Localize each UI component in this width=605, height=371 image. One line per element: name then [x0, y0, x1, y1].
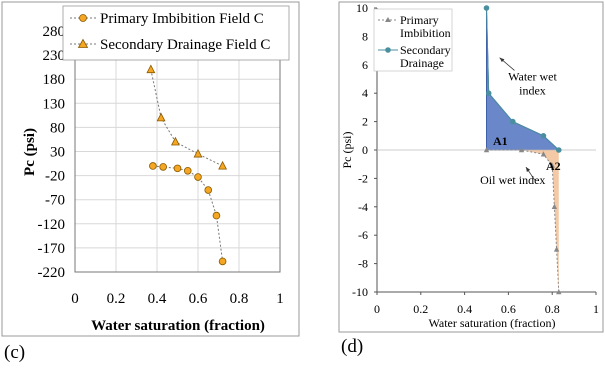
- chart-d-annotation-0-arrowhead: [499, 57, 505, 63]
- chart-c-y-tick-label: 130: [43, 96, 66, 112]
- chart-c-series-1-point: [146, 64, 156, 74]
- chart-c-y-tick-label: -20: [45, 169, 65, 185]
- chart-c-x-tick-label: 0.4: [148, 291, 167, 307]
- chart-d-x-ticks: 0 0.2 0.4 0.6 0.8 1: [374, 292, 599, 316]
- chart-c-y-tick-label: -120: [38, 217, 66, 233]
- chart-d-y-tick-label: -2: [358, 171, 368, 185]
- chart-c-series-0-point: [159, 163, 167, 171]
- legend-d-secondary-marker: [385, 47, 391, 53]
- chart-d-series-1-point: [540, 133, 547, 139]
- chart-c-series-1-point: [218, 160, 228, 170]
- chart-c-y-tick-label: 280: [43, 24, 66, 40]
- chart-c-y-tick-label: -70: [45, 193, 65, 209]
- chart-c-series-1-point: [171, 136, 180, 146]
- legend-c-primary-label: Primary Imbibition Field C: [100, 11, 264, 27]
- chart-d-series-1-point: [485, 90, 492, 96]
- chart-d-legend: Primary Imbibition Secondary Drainage: [373, 8, 453, 72]
- chart-d-y-tick-label: -6: [358, 228, 368, 242]
- chart-d-y-tick-label: -4: [358, 200, 368, 214]
- chart-c-legend-box: [62, 5, 290, 61]
- chart-d-x-tick-label: 0.2: [413, 302, 428, 316]
- chart-c-x-tick-label: 0: [71, 291, 79, 307]
- chart-c-series-0-point: [218, 257, 227, 266]
- chart-c-y-ticks: 280 230 180 130 80 30 -20 -70 -120 -170 -220: [38, 24, 66, 281]
- chart-d-annotation-0: Water wet index: [508, 69, 557, 97]
- chart-c-y-tick-label: 180: [43, 72, 66, 88]
- chart-c-x-tick-label: 0.6: [189, 291, 208, 307]
- chart-c-y-tick-label: -170: [38, 241, 66, 257]
- chart-d-x-tick-label: 1: [593, 302, 599, 316]
- chart-d-y-axis-label: Pc (psi): [340, 132, 354, 169]
- chart-d-series-1-point: [509, 118, 516, 125]
- chart-c-series-1-point: [156, 112, 166, 122]
- chart-d-series-1-point: [555, 147, 562, 153]
- chart-c-series-0-point: [212, 211, 221, 220]
- chart-c-y-tick-label: 230: [43, 48, 66, 64]
- chart-c-y-tick-label: -220: [38, 265, 66, 281]
- panel-label-d: (d): [341, 336, 364, 357]
- chart-d-series-0-point: [518, 147, 525, 153]
- panel-label-c: (c): [4, 342, 26, 363]
- chart-d-x-tick-label: 0.8: [545, 302, 560, 316]
- chart-d-x-axis-label: Water saturation (fraction): [429, 316, 556, 330]
- chart-c-x-ticks: 0 0.2 0.4 0.6 0.8 1: [71, 291, 284, 307]
- chart-c-x-tick-label: 0.8: [230, 291, 249, 307]
- chart-d-series-0-point: [551, 203, 558, 210]
- chart-d-y-ticks: 10 8 6 4 2 0 -2 -4 -6 -8 -10: [352, 1, 377, 299]
- chart-d-series-0-point: [556, 289, 562, 295]
- chart-d-y-tick-label: 8: [362, 29, 368, 43]
- chart-c-x-tick-label: 1: [276, 291, 284, 307]
- chart-d-series-0-point: [549, 162, 555, 168]
- chart-c-y-tick-label: 80: [50, 120, 65, 136]
- chart-d-annotation-1: Oil wet index: [480, 173, 545, 187]
- chart-c-series-0-point: [204, 186, 213, 194]
- chart-d-y-tick-label: 4: [362, 86, 368, 100]
- chart-c-series: [146, 64, 228, 266]
- chart-d-y-tick-label: 2: [362, 115, 368, 129]
- chart-d-series-0-point: [553, 246, 560, 252]
- chart-d-x-tick-label: 0: [374, 302, 380, 316]
- chart-d-series: [483, 5, 562, 295]
- chart-d-x-tick-label: 0.6: [501, 302, 516, 316]
- chart-c-legend: Primary Imbibition Field C Secondary Dra…: [62, 5, 290, 61]
- chart-d-series-0-point: [540, 151, 547, 157]
- chart-d: 10 8 6 4 2 0 -2 -4 -6 -8 -10 0 0.2 0.4 0.6 0.8 1 A1 A2 Wa…: [338, 1, 604, 333]
- chart-c-series-0-point: [149, 162, 157, 170]
- chart-d-area-a1-label: A1: [493, 134, 508, 148]
- chart-d-area-a2-label: A2: [546, 159, 561, 173]
- chart-d-y-tick-label: -10: [352, 285, 368, 299]
- chart-d-y-tick-label: -8: [358, 257, 368, 271]
- legend-d-primary-marker: [385, 17, 391, 22]
- chart-d-y-tick-label: 10: [356, 1, 368, 15]
- chart-c-y-axis-label: Pc (psi): [22, 128, 38, 176]
- chart-d-series-1-point: [483, 5, 490, 11]
- chart-c-series-0-point: [183, 166, 192, 175]
- chart-c-y-tick-label: 30: [50, 145, 65, 161]
- chart-d-x-tick-label: 0.4: [457, 302, 472, 316]
- legend-c-primary-marker: [79, 14, 87, 22]
- legend-c-secondary-label: Secondary Drainage Field C: [100, 37, 270, 53]
- chart-c-series-0-point: [173, 164, 182, 173]
- chart-d-y-tick-label: 6: [362, 58, 368, 72]
- legend-d-secondary-label: Secondary Drainage: [400, 43, 451, 70]
- legend-d-primary-label: Primary Imbibition: [400, 13, 451, 40]
- chart-d-annotation-1-arrowhead: [525, 167, 531, 172]
- chart-c-series-0-point: [194, 173, 202, 181]
- chart-c-x-tick-label: 0.2: [107, 291, 126, 307]
- chart-d-series-0-point: [483, 147, 490, 153]
- chart-d-annotations: A1 A2 Water wet index Oil wet index: [480, 57, 561, 187]
- chart-c-x-axis-label: Water saturation (fraction): [91, 318, 265, 334]
- legend-c-secondary-marker: [77, 38, 89, 48]
- chart-d-y-tick-label: 0: [362, 143, 368, 157]
- chart-c-series-1-point: [193, 148, 203, 158]
